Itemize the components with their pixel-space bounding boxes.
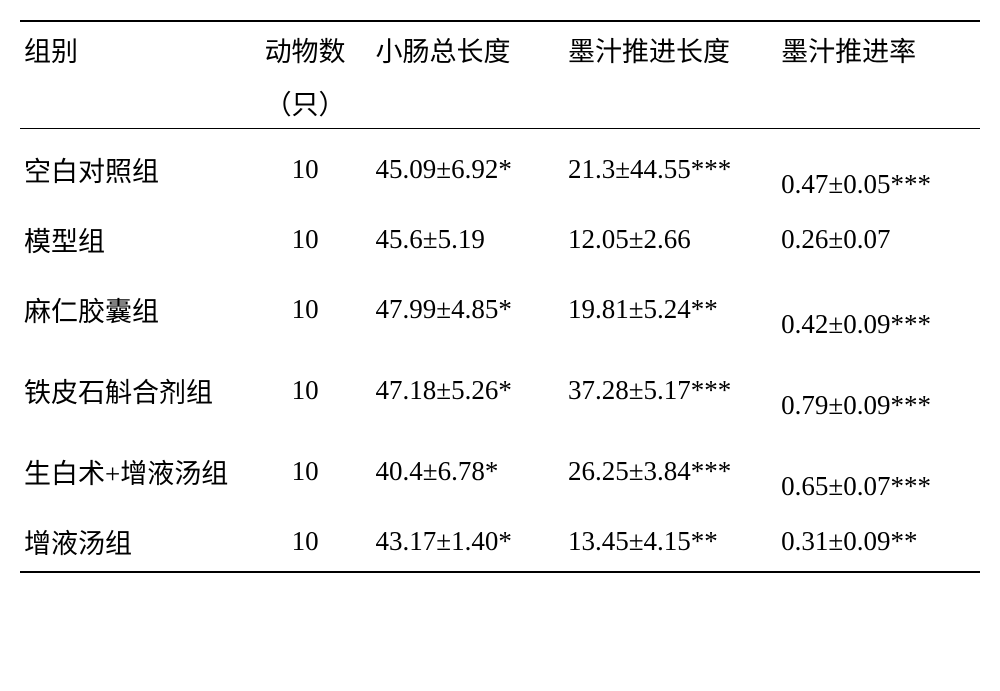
results-table: 组别 动物数 小肠总长度 墨汁推进长度 墨汁推进率 （只） 空白对照组1045.… — [20, 20, 980, 573]
cell-intestine-length: 45.09±6.92* — [372, 129, 564, 211]
table-row: 生白术+增液汤组1040.4±6.78*26.25±3.84***0.65±0.… — [20, 431, 980, 512]
header-blank-2 — [372, 75, 564, 129]
cell-ink-push-rate: 0.79±0.09*** — [777, 350, 980, 431]
cell-ink-push-length: 21.3±44.55*** — [564, 129, 777, 211]
cell-ink-push-length: 19.81±5.24** — [564, 269, 777, 350]
results-table-container: 组别 动物数 小肠总长度 墨汁推进长度 墨汁推进率 （只） 空白对照组1045.… — [20, 20, 980, 573]
cell-ink-push-length: 26.25±3.84*** — [564, 431, 777, 512]
cell-animals: 10 — [239, 431, 372, 512]
cell-intestine-length: 45.6±5.19 — [372, 210, 564, 269]
cell-ink-push-length: 12.05±2.66 — [564, 210, 777, 269]
header-animals-line1: 动物数 — [239, 21, 372, 75]
header-intestine-len: 小肠总长度 — [372, 21, 564, 75]
cell-ink-push-rate: 0.47±0.05*** — [777, 129, 980, 211]
table-body: 空白对照组1045.09±6.92*21.3±44.55***0.47±0.05… — [20, 129, 980, 573]
cell-animals: 10 — [239, 512, 372, 572]
cell-group: 麻仁胶囊组 — [20, 269, 239, 350]
header-group: 组别 — [20, 21, 239, 75]
cell-group: 空白对照组 — [20, 129, 239, 211]
table-row: 模型组1045.6±5.1912.05±2.660.26±0.07 — [20, 210, 980, 269]
cell-animals: 10 — [239, 129, 372, 211]
cell-ink-push-length: 13.45±4.15** — [564, 512, 777, 572]
table-header: 组别 动物数 小肠总长度 墨汁推进长度 墨汁推进率 （只） — [20, 21, 980, 129]
cell-group: 模型组 — [20, 210, 239, 269]
cell-ink-push-rate: 0.65±0.07*** — [777, 431, 980, 512]
table-row: 麻仁胶囊组1047.99±4.85*19.81±5.24**0.42±0.09*… — [20, 269, 980, 350]
cell-group: 增液汤组 — [20, 512, 239, 572]
cell-group: 生白术+增液汤组 — [20, 431, 239, 512]
cell-group: 铁皮石斛合剂组 — [20, 350, 239, 431]
cell-ink-push-length: 37.28±5.17*** — [564, 350, 777, 431]
header-animals-line2: （只） — [239, 75, 372, 129]
header-ink-push-rate: 墨汁推进率 — [777, 21, 980, 75]
cell-intestine-length: 40.4±6.78* — [372, 431, 564, 512]
header-blank-3 — [564, 75, 777, 129]
cell-animals: 10 — [239, 350, 372, 431]
table-row: 增液汤组1043.17±1.40*13.45±4.15**0.31±0.09** — [20, 512, 980, 572]
cell-ink-push-rate: 0.26±0.07 — [777, 210, 980, 269]
header-blank-4 — [777, 75, 980, 129]
cell-animals: 10 — [239, 269, 372, 350]
cell-animals: 10 — [239, 210, 372, 269]
header-ink-push-len: 墨汁推进长度 — [564, 21, 777, 75]
table-row: 铁皮石斛合剂组1047.18±5.26*37.28±5.17***0.79±0.… — [20, 350, 980, 431]
cell-intestine-length: 47.99±4.85* — [372, 269, 564, 350]
table-row: 空白对照组1045.09±6.92*21.3±44.55***0.47±0.05… — [20, 129, 980, 211]
cell-intestine-length: 43.17±1.40* — [372, 512, 564, 572]
cell-ink-push-rate: 0.42±0.09*** — [777, 269, 980, 350]
cell-ink-push-rate: 0.31±0.09** — [777, 512, 980, 572]
cell-intestine-length: 47.18±5.26* — [372, 350, 564, 431]
header-blank-1 — [20, 75, 239, 129]
